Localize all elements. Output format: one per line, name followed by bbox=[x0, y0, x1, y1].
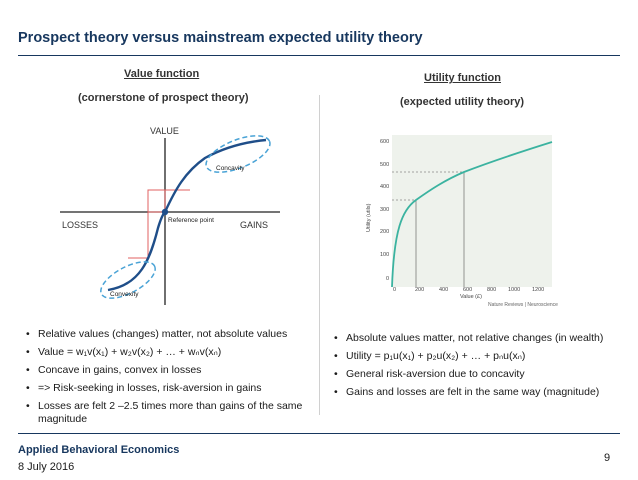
utility-function-bullets: Absolute values matter, not relative cha… bbox=[332, 332, 622, 404]
y-tick-label: 400 bbox=[380, 184, 389, 190]
gains-label: GAINS bbox=[240, 220, 268, 230]
concavity-ellipse bbox=[205, 135, 271, 173]
panel-separator bbox=[319, 95, 320, 415]
bullet-item: Concave in gains, convex in losses bbox=[24, 364, 316, 377]
reference-point-label: Reference point bbox=[168, 217, 214, 224]
footer-org: Applied Behavioral Economics bbox=[18, 444, 180, 456]
y-tick-label: 500 bbox=[380, 162, 389, 168]
bullet-item: General risk-aversion due to concavity bbox=[332, 368, 622, 381]
y-tick-label: 200 bbox=[380, 229, 389, 235]
bullet-item: Gains and losses are felt in the same wa… bbox=[332, 386, 622, 399]
footer-date: 8 July 2016 bbox=[18, 461, 75, 473]
value-curve bbox=[107, 138, 267, 292]
plot-background bbox=[392, 135, 552, 287]
utility-function-diagram: 600 500 400 300 200 100 0 0 200 400 600 … bbox=[366, 135, 558, 308]
reference-point-marker bbox=[161, 208, 169, 216]
value-function-bullets: Relative values (changes) matter, not ab… bbox=[24, 328, 316, 431]
slide-title: Prospect theory versus mainstream expect… bbox=[18, 30, 423, 46]
value-function-diagram: VALUE LOSSES GAINS Reference point Conca… bbox=[60, 126, 280, 305]
utility-function-subheading: (expected utility theory) bbox=[400, 96, 525, 108]
bullet-item: Relative values (changes) matter, not ab… bbox=[24, 328, 316, 341]
x-tick-label: 1200 bbox=[532, 287, 544, 293]
value-function-panel: Value function (cornerstone of prospect … bbox=[0, 0, 319, 430]
x-tick-label: 800 bbox=[487, 287, 496, 293]
x-tick-label: 1000 bbox=[508, 287, 520, 293]
x-tick-label: 600 bbox=[463, 287, 472, 293]
x-tick-label: 0 bbox=[393, 287, 396, 293]
bullet-item: Value = w₁v(x₁) + w₂v(x₂) + … + wₙv(xₙ) bbox=[24, 346, 316, 359]
title-rule bbox=[18, 55, 620, 56]
bullet-item: Absolute values matter, not relative cha… bbox=[332, 332, 622, 345]
value-function-heading: Value function bbox=[124, 68, 200, 80]
reference-box bbox=[147, 189, 166, 213]
y-tick-label: 0 bbox=[386, 276, 389, 282]
y-tick-label: 100 bbox=[380, 252, 389, 258]
y-axis-label: Utility (utils) bbox=[366, 203, 372, 232]
utility-curve bbox=[391, 141, 553, 288]
convexity-ellipse bbox=[100, 261, 156, 299]
y-tick-label: 300 bbox=[380, 207, 389, 213]
source-label: Nature Reviews | Neuroscience bbox=[488, 302, 558, 308]
utility-function-panel: Utility function (expected utility theor… bbox=[320, 0, 638, 430]
x-tick-label: 200 bbox=[415, 287, 424, 293]
y-tick-labels: 600 500 400 300 200 100 0 bbox=[380, 139, 389, 282]
footer-rule bbox=[18, 433, 620, 434]
convexity-label: Convexity bbox=[110, 291, 139, 298]
x-tick-label: 400 bbox=[439, 287, 448, 293]
y-tick-label: 600 bbox=[380, 139, 389, 145]
value-function-subheading: (cornerstone of prospect theory) bbox=[78, 92, 249, 104]
y-axis-label: VALUE bbox=[150, 126, 179, 136]
page-number: 9 bbox=[604, 452, 611, 464]
x-axis-label: Value (£) bbox=[460, 294, 482, 300]
bullet-item: => Risk-seeking in losses, risk-aversion… bbox=[24, 382, 316, 395]
concavity-label: Concavity bbox=[216, 165, 245, 172]
losses-label: LOSSES bbox=[62, 220, 98, 230]
utility-function-heading: Utility function bbox=[424, 72, 501, 84]
bullet-item: Losses are felt 2 –2.5 times more than g… bbox=[24, 400, 316, 426]
x-tick-labels: 0 200 400 600 800 1000 1200 bbox=[393, 287, 544, 293]
bullet-item: Utility = p₁u(x₁) + p₂u(x₂) + … + pₙu(xₙ… bbox=[332, 350, 622, 363]
